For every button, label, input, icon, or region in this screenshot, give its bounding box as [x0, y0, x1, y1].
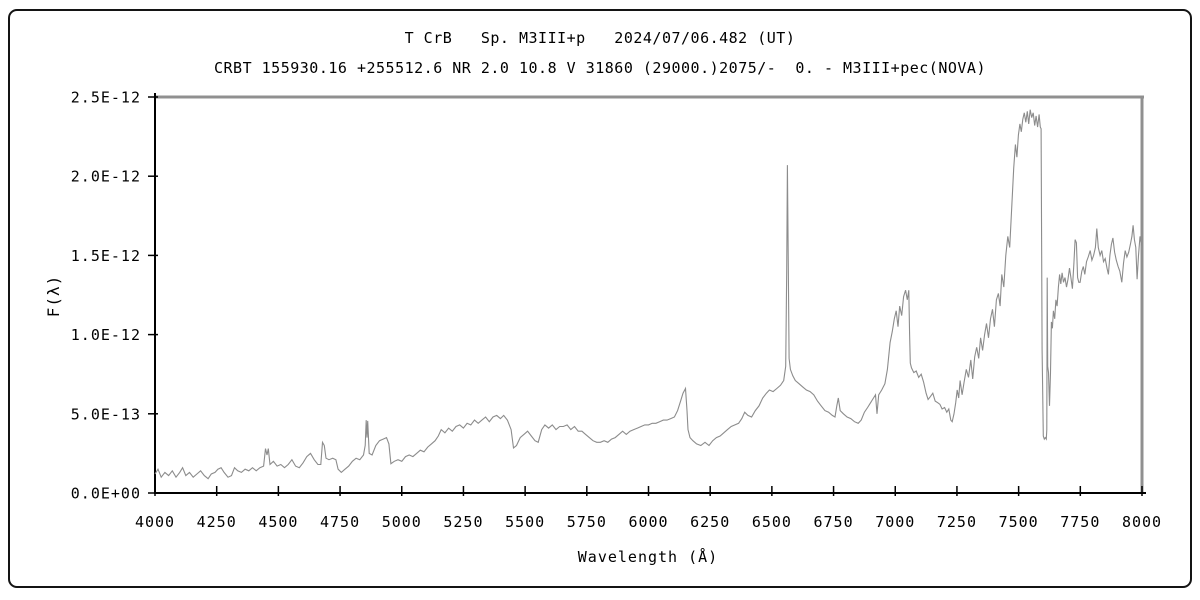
x-tick-label: 6250 [690, 513, 730, 531]
x-tick-label: 5000 [382, 513, 422, 531]
x-tick-label: 8000 [1122, 513, 1162, 531]
x-tick-label: 4500 [258, 513, 298, 531]
chart-title: T CrB Sp. M3III+p 2024/07/06.482 (UT) [404, 29, 796, 47]
x-tick-label: 6500 [752, 513, 792, 531]
x-tick-label: 7500 [999, 513, 1039, 531]
y-tick-label: 1.0E-12 [71, 326, 141, 344]
x-tick-label: 4000 [135, 513, 175, 531]
x-tick-label: 7750 [1060, 513, 1100, 531]
x-tick-label: 5500 [505, 513, 545, 531]
window-border [8, 9, 1192, 588]
x-tick-label: 6000 [628, 513, 668, 531]
y-tick-label: 2.5E-12 [71, 89, 141, 107]
x-tick-label: 4750 [320, 513, 360, 531]
y-tick-label: 2.0E-12 [71, 168, 141, 186]
x-tick-label: 5250 [443, 513, 483, 531]
x-tick-label: 7000 [875, 513, 915, 531]
y-tick-label: 5.0E-13 [71, 405, 141, 423]
y-tick-label: 0.0E+00 [71, 485, 141, 503]
x-tick-label: 5750 [567, 513, 607, 531]
chart-subtitle: CRBT 155930.16 +255512.6 NR 2.0 10.8 V 3… [214, 59, 986, 77]
y-tick-label: 1.5E-12 [71, 247, 141, 265]
x-tick-label: 7250 [937, 513, 977, 531]
x-axis-label: Wavelength (Å) [577, 548, 719, 566]
spectrum-trace [154, 109, 1143, 480]
x-tick-label: 6750 [814, 513, 854, 531]
x-tick-label: 4250 [197, 513, 237, 531]
